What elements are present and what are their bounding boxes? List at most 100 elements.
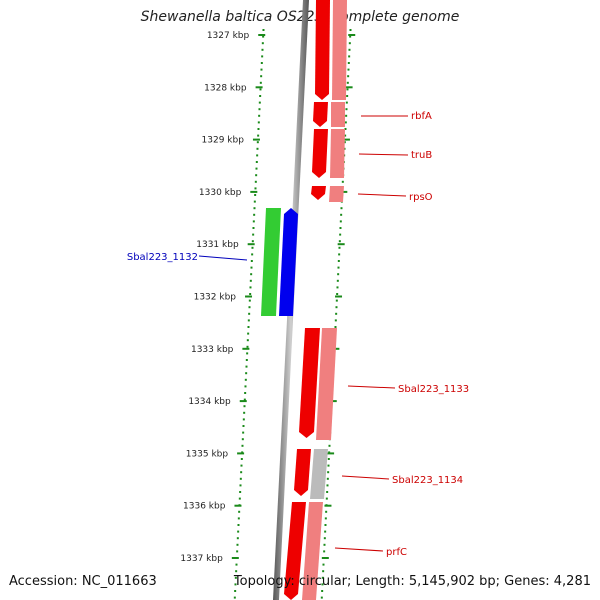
scale-label: 1327 kbp [207,31,250,41]
ruler-dot [243,405,246,408]
gene-feature-forward-faint [332,0,347,100]
ruler-dot [323,550,326,553]
ruler-dot [249,286,252,289]
gene-leader-line [198,255,248,261]
gene-feature-rbfA [313,102,328,127]
ruler-dot [242,425,245,427]
ruler-dot [345,108,348,111]
scale-label: 1333 kbp [191,345,234,355]
ruler-dot [235,570,238,573]
gene-feature-prfC [284,502,306,600]
ruler-dot [243,398,246,401]
ruler-dot [261,55,264,58]
ruler-dot [238,497,241,500]
ruler-dot [326,491,329,493]
ruler-dot [340,207,343,210]
ruler-dot [234,576,237,579]
ruler-dot [250,260,253,262]
ruler-dot [237,517,240,520]
gene-feature-Sbal223_1133 [299,328,320,438]
ruler-dot [323,543,326,546]
ruler-dot [239,484,242,487]
ruler-dot [257,121,260,124]
ruler-dot [255,167,258,170]
genome-summary: Topology: circular; Length: 5,145,902 bp… [233,574,591,589]
scale-label: 1336 kbp [183,502,226,512]
gene-feature-prfC-faint [302,502,323,600]
ruler-dot [335,306,338,309]
ruler-dot [250,273,253,276]
gene-feature-Sbal223_1132-faint [261,208,281,316]
ruler-dot [258,114,261,117]
ruler-dot [239,477,242,480]
ruler-dot [249,279,252,282]
ruler-dot [255,174,258,177]
ruler-dot [346,88,349,91]
ruler-dot [339,220,342,223]
ruler-dot [345,101,348,104]
ruler-dot [349,35,352,38]
ruler-dot [240,471,243,474]
ruler-dot [253,213,256,216]
ruler-dot [344,134,347,137]
ruler-dot [247,319,250,322]
ruler-dot [261,48,264,51]
ruler-dot [242,418,245,421]
ruler-dot [321,583,324,586]
gene-feature-Sbal223_1134 [294,449,311,496]
ruler-dot [327,471,330,474]
ruler-dot [346,95,349,97]
scale-label: 1331 kbp [196,240,239,250]
ruler-dot [335,312,338,315]
gene-label-rbfA: rbfA [411,111,432,122]
ruler-dot [324,517,327,520]
ruler-dot [243,411,246,414]
ruler-dot [324,524,327,526]
gene-feature-truB [312,129,328,178]
ruler-dot [325,510,328,513]
ruler-dot [338,240,341,243]
ruler-dot [244,385,247,388]
ruler-dot [321,576,324,579]
ruler-dot [249,293,252,295]
ruler-dot [236,550,239,553]
scale-ruler-left [231,29,266,599]
ruler-dot [327,458,330,460]
ruler-dot [338,253,341,256]
ruler-dot [239,491,242,493]
ruler-dot [345,114,348,117]
ruler-dot [234,590,237,592]
ruler-dot [238,510,241,513]
scale-label: 1328 kbp [204,83,247,93]
ruler-dot [235,563,238,566]
ruler-dot [254,187,257,190]
gene-feature-rpsO [311,186,326,200]
ruler-dot [236,543,239,546]
gene-label-Sbal223_1133: Sbal223_1133 [398,384,469,395]
scale-label: 1332 kbp [194,293,237,303]
ruler-dot [324,530,327,533]
ruler-dot [259,88,262,91]
ruler-dot [326,477,329,480]
gene-leader-line [334,547,384,552]
ruler-dot [258,101,261,104]
scale-label: 1329 kbp [202,136,245,146]
ruler-dot [248,306,251,309]
ruler-dot [336,293,339,295]
ruler-dot [254,194,257,196]
ruler-dot [337,266,340,269]
ruler-dot [240,464,243,467]
gene-feature-Sbal223_1132 [279,208,298,316]
gene-feature-forward [315,0,330,100]
ruler-dot [260,62,263,64]
ruler-dot [251,240,254,243]
ruler-dot [262,29,265,31]
gene-label-Sbal223_1132: Sbal223_1132 [127,252,198,263]
gene-feature-truB-faint [330,129,345,178]
gene-feature-rpsO-faint [329,186,344,202]
scale-label: 1330 kbp [199,188,242,198]
ruler-dot [348,48,351,51]
ruler-dot [256,147,259,150]
